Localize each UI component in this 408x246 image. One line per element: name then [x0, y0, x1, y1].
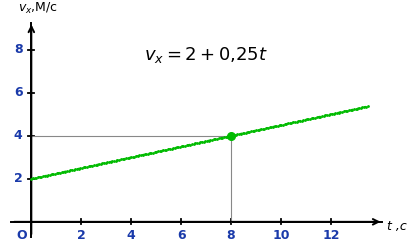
- Text: $\mathit{v}_{x}$,М/с: $\mathit{v}_{x}$,М/с: [18, 1, 58, 16]
- Text: 8: 8: [227, 229, 235, 242]
- Text: $v_x = 2 + 0{,}25t$: $v_x = 2 + 0{,}25t$: [144, 45, 268, 65]
- Text: 4: 4: [127, 229, 135, 242]
- Text: 4: 4: [14, 129, 22, 142]
- Text: 6: 6: [177, 229, 186, 242]
- Text: O: O: [16, 229, 27, 242]
- Text: 8: 8: [14, 43, 22, 56]
- Text: 2: 2: [77, 229, 86, 242]
- Text: 12: 12: [322, 229, 340, 242]
- Text: t ,c: t ,c: [387, 220, 407, 233]
- Text: 6: 6: [14, 86, 22, 99]
- Text: 10: 10: [272, 229, 290, 242]
- Text: 2: 2: [14, 172, 22, 185]
